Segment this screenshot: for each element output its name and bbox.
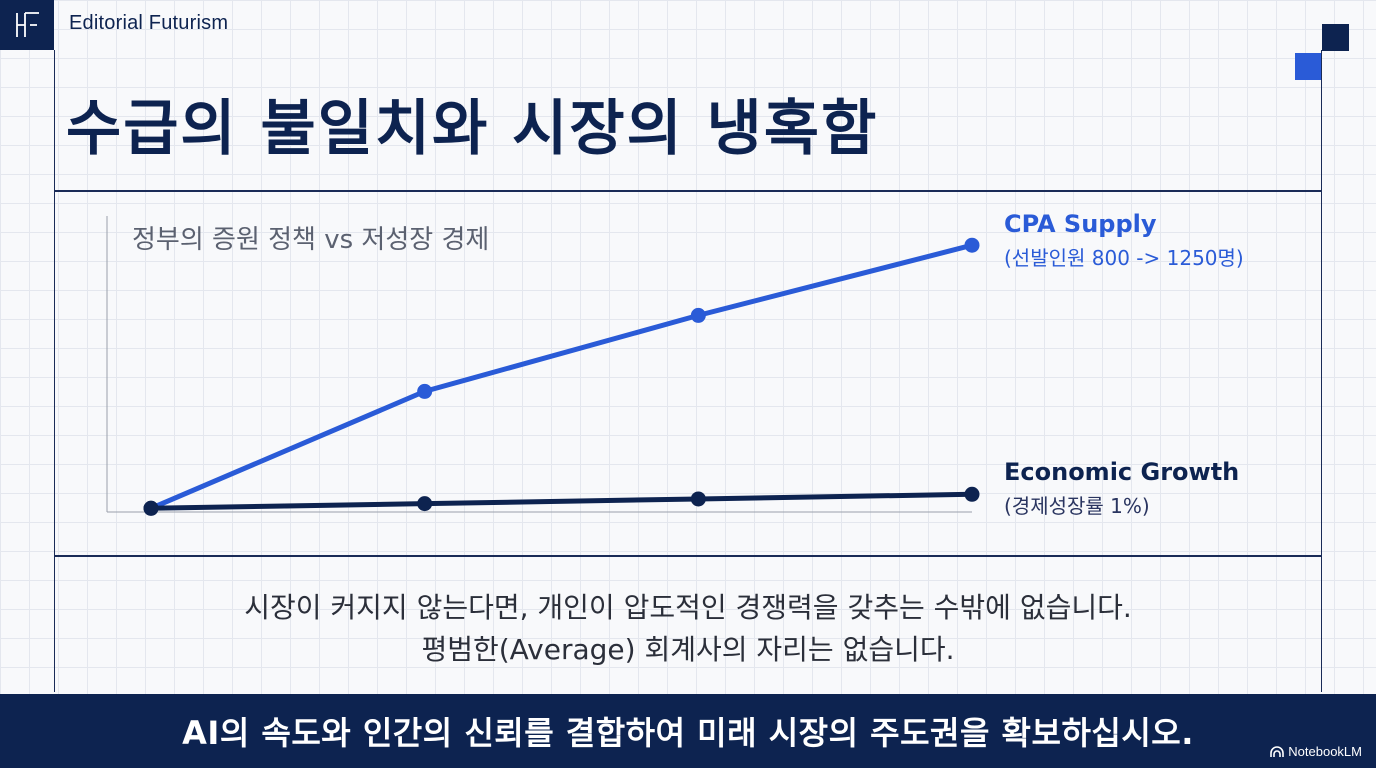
notebooklm-icon — [1270, 745, 1285, 757]
decorative-square-blue — [1295, 53, 1322, 80]
brand-name: Editorial Futurism — [69, 12, 229, 34]
legend-cpa-supply: CPA Supply (선발인원 800 -> 1250명) — [1004, 210, 1244, 271]
series-note-cpa-supply: (선발인원 800 -> 1250명) — [1004, 246, 1244, 270]
bottom-banner: AI의 속도와 인간의 신뢰를 결합하여 미래 시장의 주도권을 확보하십시오. — [0, 694, 1376, 768]
page-title: 수급의 불일치와 시장의 냉혹함 — [66, 94, 879, 164]
data-point-cpa-supply — [690, 307, 706, 323]
chart-divider — [54, 555, 1322, 557]
caption-line-2: 평범한(Average) 회계사의 자리는 없습니다. — [421, 633, 955, 666]
title-divider — [54, 190, 1322, 192]
caption-line-1: 시장이 커지지 않는다면, 개인이 압도적인 경쟁력을 갖추는 수밖에 없습니다… — [244, 591, 1132, 624]
data-point-economic-growth — [964, 486, 980, 502]
banner-text: AI의 속도와 인간의 신뢰를 결합하여 미래 시장의 주도권을 확보하십시오. — [182, 714, 1194, 752]
data-point-cpa-supply — [417, 383, 433, 399]
data-point-economic-growth — [417, 496, 433, 512]
chart-title: 정부의 증원 정책 vs 저성장 경제 — [132, 225, 490, 255]
brand-logo — [0, 0, 54, 50]
legend-economic-growth: Economic Growth (경제성장률 1%) — [1004, 458, 1239, 519]
notebooklm-watermark: NotebookLM — [1270, 744, 1362, 759]
content-frame — [54, 50, 1322, 692]
data-point-cpa-supply — [964, 237, 980, 253]
series-name-cpa-supply: CPA Supply — [1004, 210, 1157, 238]
data-point-economic-growth — [690, 491, 706, 507]
series-name-economic-growth: Economic Growth — [1004, 458, 1240, 486]
series-line-cpa-supply — [150, 242, 973, 511]
decorative-square-dark — [1322, 24, 1349, 51]
data-point-economic-growth — [143, 500, 159, 516]
series-note-economic-growth: (경제성장률 1%) — [1004, 494, 1150, 518]
monogram-logo-icon — [16, 12, 39, 37]
series-line-economic-growth — [150, 491, 973, 511]
watermark-label: NotebookLM — [1288, 744, 1362, 759]
